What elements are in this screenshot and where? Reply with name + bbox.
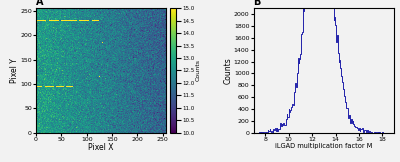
Text: A: A	[36, 0, 44, 7]
X-axis label: iLGAD multiplication factor M: iLGAD multiplication factor M	[275, 143, 372, 149]
X-axis label: Pixel X: Pixel X	[88, 143, 114, 152]
Text: B: B	[254, 0, 261, 7]
Y-axis label: Pixel Y: Pixel Y	[10, 58, 19, 83]
Y-axis label: Counts: Counts	[224, 57, 232, 84]
Y-axis label: Counts: Counts	[196, 59, 201, 81]
